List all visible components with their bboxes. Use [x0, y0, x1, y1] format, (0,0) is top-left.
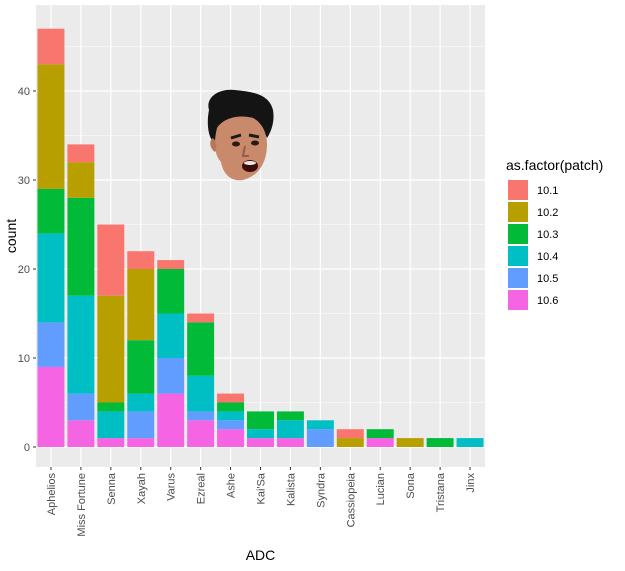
- bar-segment-senna-10-3: [97, 402, 125, 412]
- bar-segment-ashe-10-5: [217, 420, 245, 430]
- legend-key-10-3: [508, 224, 528, 244]
- legend-label: 10.2: [537, 207, 558, 219]
- x-axis: Aphelios Miss Fortune Senna Xayah Varus Ezrea…: [46, 467, 477, 537]
- bar-segment-kalista-10-3: [276, 411, 304, 421]
- x-tick-label: Miss Fortune: [76, 473, 88, 537]
- legend-label: 10.5: [537, 273, 558, 285]
- bar-segment-miss-fortune-10-1: [67, 144, 95, 163]
- bar-segment-ezreal-10-4: [187, 375, 215, 412]
- bar-segment-senna-10-2: [97, 295, 125, 403]
- bar-segment-cassiopeia-10-1: [336, 429, 364, 439]
- y-axis: 0 10 20 30 40: [18, 86, 36, 454]
- bar-segment-kai-sa-10-6: [247, 438, 274, 447]
- x-tick-label: Tristana: [435, 472, 447, 512]
- legend-title: as.factor(patch): [506, 157, 603, 173]
- bars: [37, 28, 484, 447]
- bar-segment-syndra-10-5: [306, 429, 334, 447]
- bar-segment-varus-10-6: [157, 393, 185, 447]
- bar-segment-varus-10-4: [157, 313, 185, 358]
- x-tick-label: Xayah: [136, 473, 148, 504]
- x-tick-label: Syndra: [315, 472, 327, 508]
- legend-key-10-5: [508, 268, 528, 288]
- x-tick-label: Lucian: [375, 473, 387, 505]
- bar-segment-xayah-10-5: [127, 411, 155, 439]
- bar-segment-aphelios-10-1: [37, 28, 65, 65]
- bar-segment-aphelios-10-3: [37, 188, 65, 234]
- y-tick-label: 40: [18, 86, 30, 98]
- x-tick-label: Ashe: [226, 473, 238, 498]
- bar-segment-kai-sa-10-3: [247, 411, 274, 430]
- bar-segment-ezreal-10-1: [187, 313, 215, 323]
- y-tick-label: 20: [18, 264, 30, 276]
- bar-segment-miss-fortune-10-3: [67, 197, 95, 296]
- bar-segment-kalista-10-4: [276, 420, 304, 439]
- bar-segment-ezreal-10-6: [187, 420, 215, 447]
- face-photo-icon: [207, 89, 274, 181]
- x-tick-label: Kai'Sa: [256, 472, 268, 504]
- bar-segment-jinx-10-4: [456, 438, 484, 447]
- bar-segment-cassiopeia-10-2: [336, 438, 364, 447]
- x-tick-label: Ezreal: [196, 473, 208, 504]
- bar-segment-varus-10-1: [157, 260, 185, 269]
- bar-segment-miss-fortune-10-4: [67, 295, 95, 394]
- legend-label: 10.3: [537, 229, 558, 241]
- y-axis-title: count: [3, 219, 19, 253]
- bar-segment-ezreal-10-5: [187, 411, 215, 421]
- y-tick-label: 30: [18, 175, 30, 187]
- bar-segment-xayah-10-2: [127, 269, 155, 341]
- bar-segment-sona-10-2: [396, 438, 424, 447]
- bar-segment-xayah-10-6: [127, 438, 155, 447]
- legend-label: 10.6: [537, 295, 558, 307]
- x-tick-label: Sona: [405, 472, 417, 499]
- bar-segment-xayah-10-3: [127, 340, 155, 394]
- legend-key-10-1: [508, 180, 528, 200]
- bar-segment-senna-10-1: [97, 224, 125, 296]
- bar-segment-lucian-10-6: [366, 438, 394, 447]
- bar-segment-tristana-10-3: [426, 438, 454, 447]
- bar-segment-ashe-10-6: [217, 429, 245, 447]
- bar-segment-aphelios-10-4: [37, 233, 65, 323]
- bar-segment-aphelios-10-5: [37, 322, 65, 367]
- bar-segment-ashe-10-1: [217, 393, 245, 403]
- legend-key-10-4: [508, 246, 528, 266]
- bar-segment-varus-10-5: [157, 358, 185, 394]
- bar-segment-lucian-10-3: [366, 429, 394, 439]
- bar-segment-xayah-10-1: [127, 251, 155, 269]
- legend-key-10-2: [508, 202, 528, 222]
- y-tick-label: 10: [18, 353, 30, 365]
- legend-key-10-6: [508, 290, 528, 310]
- bar-segment-syndra-10-4: [306, 420, 334, 430]
- x-tick-label: Kalista: [285, 472, 297, 506]
- y-tick-label: 0: [24, 442, 30, 454]
- bar-segment-miss-fortune-10-6: [67, 420, 95, 447]
- bar-segment-xayah-10-4: [127, 393, 155, 412]
- bar-segment-kalista-10-6: [276, 438, 304, 447]
- bar-segment-varus-10-3: [157, 269, 185, 314]
- bar-segment-miss-fortune-10-2: [67, 162, 95, 198]
- x-tick-label: Varus: [166, 473, 178, 501]
- x-axis-title: ADC: [246, 547, 276, 563]
- legend-label: 10.4: [537, 251, 558, 263]
- bar-segment-senna-10-4: [97, 411, 125, 439]
- bar-segment-ashe-10-4: [217, 411, 245, 421]
- bar-segment-senna-10-6: [97, 438, 125, 447]
- bar-segment-kai-sa-10-4: [247, 429, 274, 439]
- x-tick-label: Cassiopeia: [345, 472, 357, 527]
- legend: as.factor(patch) 10.1 10.2 10.3 10.4 10.5 10.…: [506, 157, 603, 310]
- bar-segment-aphelios-10-6: [37, 366, 65, 447]
- bar-segment-ezreal-10-3: [187, 322, 215, 376]
- bar-segment-ashe-10-3: [217, 402, 245, 412]
- x-tick-label: Senna: [106, 472, 118, 505]
- x-tick-label: Jinx: [465, 473, 477, 493]
- legend-label: 10.1: [537, 185, 558, 197]
- bar-segment-miss-fortune-10-5: [67, 393, 95, 421]
- bar-segment-aphelios-10-2: [37, 64, 65, 189]
- x-tick-label: Aphelios: [46, 473, 58, 516]
